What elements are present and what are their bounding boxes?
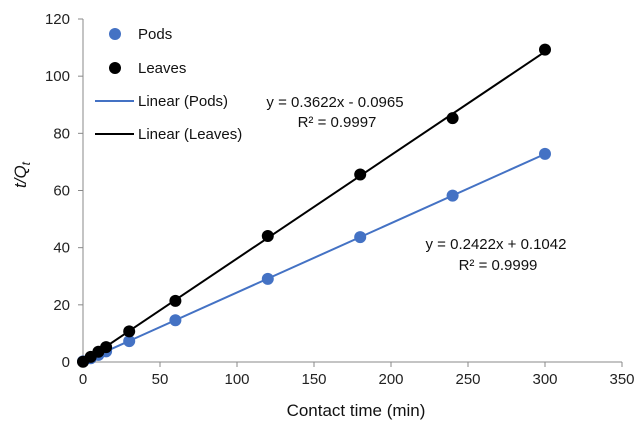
y-tick-label: 60	[53, 183, 70, 200]
trendline-pods	[82, 153, 546, 363]
x-tick-label: 350	[609, 371, 634, 388]
legend-linear-pods: Linear (Pods)	[95, 93, 228, 110]
data-point-pods	[539, 147, 551, 160]
data-point-leaves	[354, 168, 367, 181]
legend-pods: Pods	[109, 26, 172, 43]
y-axis-title: t/Qt	[11, 161, 33, 188]
x-tick-label: 300	[532, 371, 557, 388]
y-axis-title-subscript: t	[19, 161, 33, 165]
equation-leaves: y = 0.3622x - 0.0965	[266, 94, 403, 111]
x-tick-label: 250	[455, 371, 480, 388]
trendlines	[82, 50, 546, 363]
legend-leaves-label: Leaves	[138, 60, 186, 77]
y-tick-label: 120	[45, 11, 70, 28]
y-tick-label: 80	[53, 125, 70, 142]
data-point-leaves	[169, 294, 182, 307]
data-point-pods	[261, 272, 274, 285]
data-points	[77, 43, 551, 368]
data-point-leaves	[446, 112, 459, 125]
x-tick-label: 0	[79, 371, 87, 388]
trendline-leaves	[82, 50, 546, 363]
r2-leaves: R² = 0.9997	[298, 114, 377, 131]
legend-leaves: Leaves	[109, 60, 186, 77]
x-axis: 0 50 100 150 200 250 300 350	[79, 361, 635, 388]
legend-leaves-marker	[109, 62, 121, 74]
data-point-pods	[354, 231, 367, 244]
y-axis-title-main: t/Q	[11, 165, 30, 188]
x-axis-title: Contact time (min)	[287, 401, 426, 420]
data-point-leaves	[123, 325, 136, 338]
x-tick-label: 100	[224, 371, 249, 388]
legend-pods-marker	[109, 28, 121, 40]
r2-pods: R² = 0.9999	[459, 257, 538, 274]
legend-linear-leaves: Linear (Leaves)	[95, 126, 242, 143]
y-axis: 0 20 40 60 80 100 120	[45, 11, 84, 371]
legend-pods-label: Pods	[138, 26, 172, 43]
y-tick-label: 20	[53, 297, 70, 314]
data-point-pods	[169, 314, 182, 327]
y-tick-label: 0	[62, 354, 70, 371]
data-point-leaves	[100, 341, 113, 354]
trendline-equations: y = 0.3622x - 0.0965 R² = 0.9997 y = 0.242…	[266, 94, 566, 274]
legend-linear-pods-label: Linear (Pods)	[138, 93, 228, 110]
legend-linear-leaves-label: Linear (Leaves)	[138, 126, 242, 143]
x-tick-label: 200	[378, 371, 403, 388]
legend: Pods Leaves Linear (Pods) Linear (Leaves)	[95, 26, 242, 143]
y-tick-label: 100	[45, 68, 70, 85]
equation-pods: y = 0.2422x + 0.1042	[426, 236, 567, 253]
x-tick-label: 150	[301, 371, 326, 388]
y-tick-label: 40	[53, 240, 70, 257]
data-point-leaves	[539, 43, 551, 56]
data-point-pods	[446, 189, 459, 202]
data-point-pods	[123, 335, 136, 348]
data-point-leaves	[261, 229, 274, 242]
x-tick-label: 50	[152, 371, 169, 388]
